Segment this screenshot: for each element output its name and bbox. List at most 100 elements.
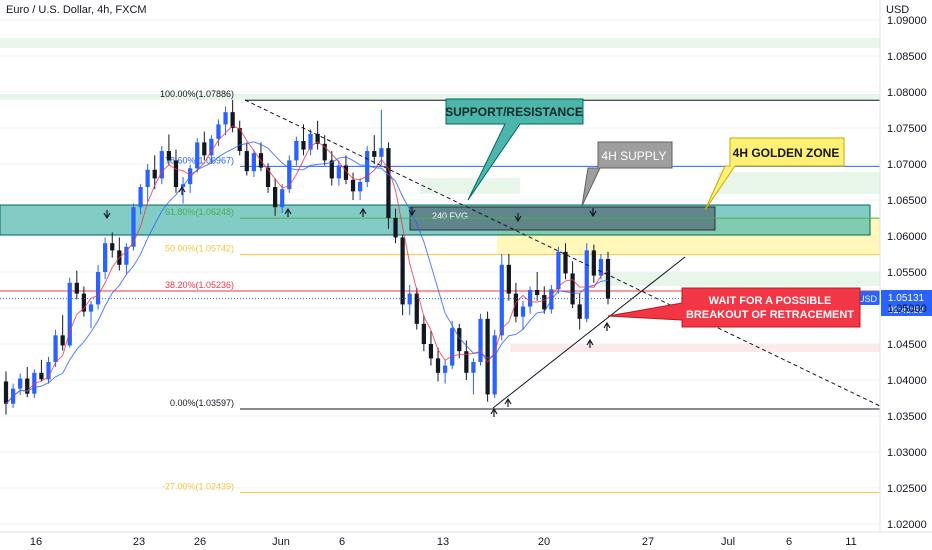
arrow-down-icon [103,210,111,220]
time-tick-label: Jul [721,536,735,548]
candle-body [301,140,306,150]
candle-body [393,218,398,238]
time-tick-label: 23 [133,536,145,548]
supply-callout [581,141,673,207]
candle-body [591,250,596,276]
candle-body [244,151,249,172]
candle-body [350,179,356,192]
candle-body [81,293,87,312]
candle-body [159,151,164,179]
candle-body [308,133,313,150]
fib-label: 78.60%(1.06967) [165,155,234,165]
arrow-up-icon [178,185,186,195]
band-fvg-a [718,172,880,194]
candle-body [74,282,79,294]
candle-body [209,138,214,156]
candle-body [223,112,228,125]
candle-body [428,344,434,359]
fib-label: -27.00%(1.02439) [162,481,234,491]
ascending-trendline [492,256,686,409]
time-tick-label: 27 [642,536,654,548]
candle-body [138,187,143,208]
candle-body [450,328,455,366]
candle-body [131,207,136,247]
chart-header: Euro / U.S. Dollar, 4h, FXCM [6,4,147,16]
candle-body [485,318,490,395]
candle-body [251,153,257,172]
candle-body [598,259,604,276]
band-low [510,344,880,352]
candle-body [3,381,9,404]
candle-body [584,250,589,319]
candle-body [173,160,179,188]
price-tick-label: 1.04000 [887,375,927,387]
candle-body [563,251,568,274]
fib-label: 38.20%(1.05236) [165,280,234,290]
time-tick-label: 16 [30,536,42,548]
candle-body [110,243,115,251]
fvg-label: 240 FVG [432,211,468,221]
candle-body [605,259,611,299]
candle-body [400,237,405,305]
time-tick-label: 20 [538,536,550,548]
supply-text: 4H SUPPLY [601,149,666,163]
candle-body [407,293,412,305]
candle-body [25,378,30,394]
price-tick-label: 1.03000 [887,447,927,459]
candle-body [421,323,426,344]
arrow-up-icon [603,321,611,331]
time-tick-label: Jun [272,536,290,548]
arrow-up-icon [504,397,512,407]
fib-label: 61.80%(1.06248) [165,207,234,217]
candle-body [499,264,504,336]
candle-body [379,148,384,157]
candle-body [287,160,292,190]
price-tick-label: 1.08000 [887,87,927,99]
candle-body [535,290,540,296]
price-tick-label: 1.04500 [887,339,927,351]
candle-body [322,143,327,161]
time-tick-label: 11 [845,536,856,548]
price-tick-label: 1.07000 [887,159,927,171]
price-tick-label: 1.05000 [887,303,927,315]
candle-body [294,140,299,161]
candle-body [542,295,547,310]
candle-body [414,293,419,324]
moving-average-line [5,125,609,405]
candle-body [166,151,172,161]
candle-body [471,362,476,373]
candle-body [577,304,582,319]
candle-body [265,167,271,188]
price-tick-label: 1.06500 [887,195,927,207]
candle-body [273,187,278,208]
candle-body [202,142,207,156]
candle-body [315,133,320,144]
price-tick-label: 1.02500 [887,483,927,495]
candle-body [39,372,44,380]
candle-body [88,304,94,312]
arrow-down-icon [589,208,597,218]
price-tick-label: 1.05500 [887,267,927,279]
time-tick-label: 6 [786,536,792,548]
arrow-down-icon [514,213,522,223]
arrow-up-icon [586,338,594,348]
candle-body [520,306,526,317]
candle-body [237,128,242,152]
band-fvg-b [420,178,520,194]
band-top [0,38,880,48]
arrow-up-icon [284,207,292,217]
candle-body [478,318,483,362]
candle-body [67,282,72,346]
arrow-down-icon [408,207,416,217]
dashed-trendline [244,99,881,407]
candle-body [343,165,349,180]
band-high [0,94,880,100]
price-tick-label: 1.02000 [887,519,927,531]
candle-body [46,362,51,380]
price-tag-countdown: 02:43:59 [888,305,923,315]
price-tick-label: 1.06000 [887,231,927,243]
support-resistance-callout [445,98,584,201]
candle-body [527,290,533,307]
candle-body [336,165,341,179]
